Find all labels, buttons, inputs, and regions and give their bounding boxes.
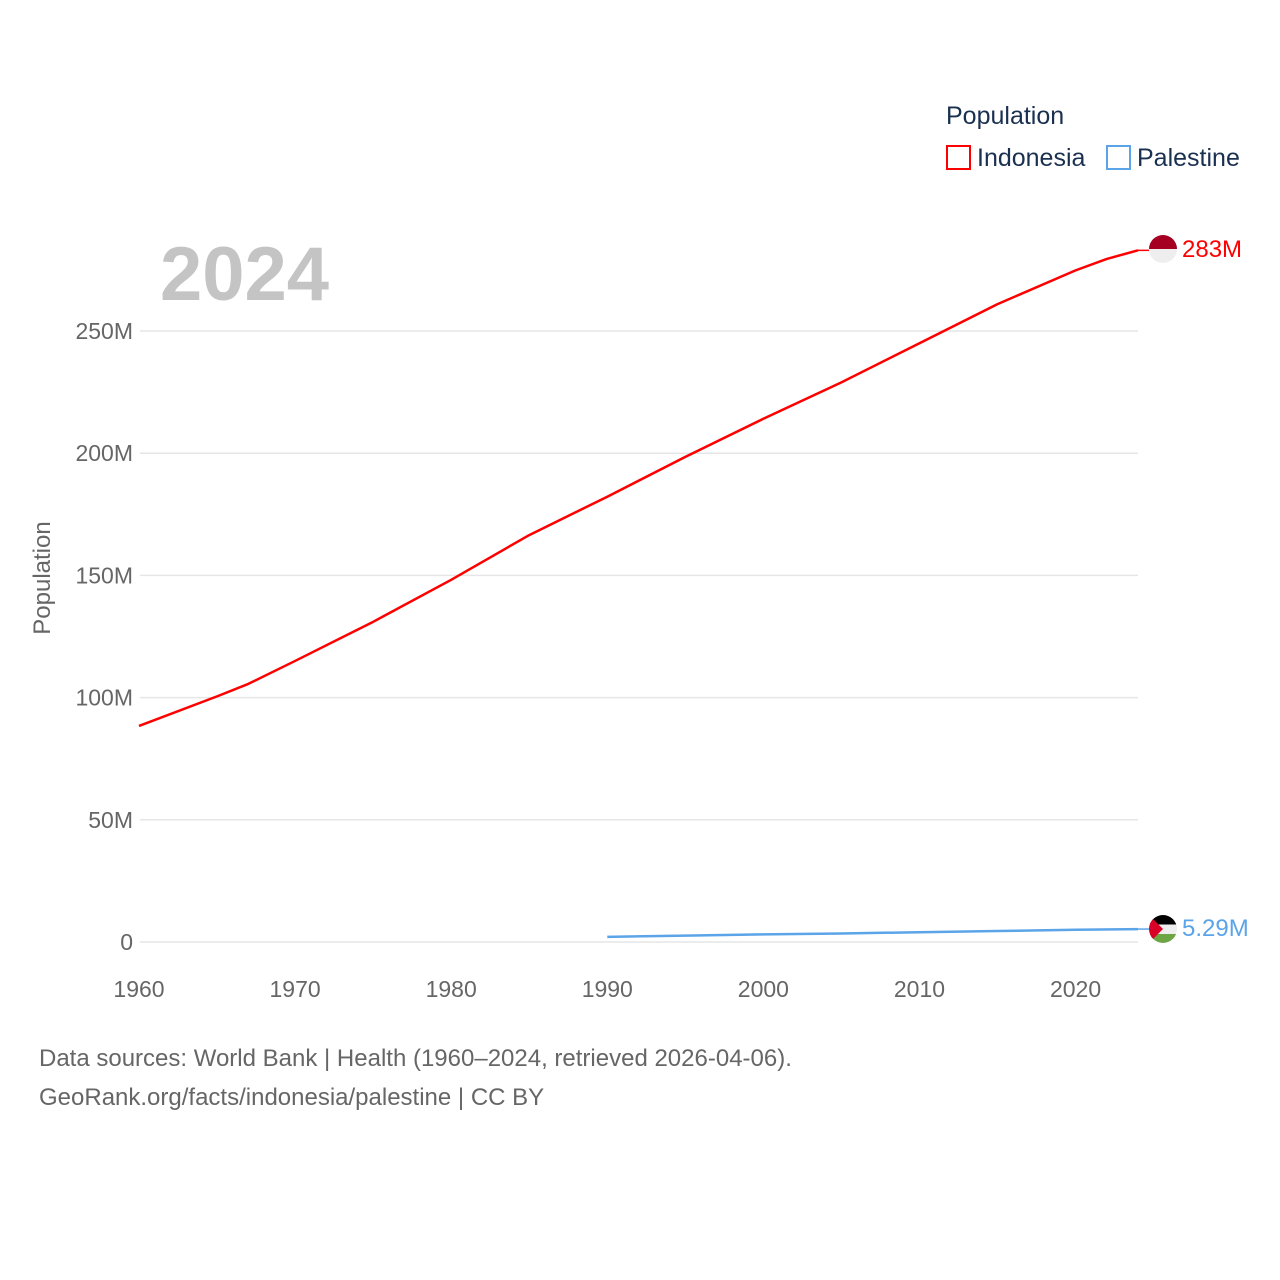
y-tick-label: 50M <box>88 807 133 833</box>
y-tick-label: 0 <box>120 929 133 955</box>
y-tick-label: 200M <box>75 440 133 466</box>
y-tick-label: 250M <box>75 318 133 344</box>
legend-label-indonesia[interactable]: Indonesia <box>977 144 1086 172</box>
x-tick-label: 1960 <box>113 976 164 1002</box>
y-tick-label: 100M <box>75 685 133 711</box>
series-line-palestine[interactable] <box>607 927 1139 939</box>
legend: Population Indonesia Palestine <box>946 102 1240 172</box>
palestine-flag-icon <box>1149 915 1177 943</box>
year-watermark: 2024 <box>160 232 329 317</box>
indonesia-flag-icon <box>1149 235 1177 263</box>
legend-swatch-indonesia[interactable] <box>946 145 971 170</box>
footer-sources: Data sources: World Bank | Health (1960–… <box>39 1045 792 1072</box>
footer-attribution[interactable]: GeoRank.org/facts/indonesia/palestine | … <box>39 1084 545 1111</box>
legend-label-palestine[interactable]: Palestine <box>1137 144 1240 172</box>
x-tick-label: 1990 <box>582 976 633 1002</box>
x-tick-label: 1970 <box>270 976 321 1002</box>
y-tick-label: 150M <box>75 562 133 588</box>
end-label-indonesia: 283M <box>1182 236 1242 263</box>
x-tick-label: 1980 <box>426 976 477 1002</box>
series-line-indonesia[interactable] <box>138 249 1139 728</box>
x-tick-label: 2010 <box>894 976 945 1002</box>
legend-swatch-palestine[interactable] <box>1106 145 1131 170</box>
legend-title: Population <box>946 102 1064 130</box>
x-tick-label: 2000 <box>738 976 789 1002</box>
end-label-palestine: 5.29M <box>1182 915 1249 942</box>
y-axis-label: Population <box>29 521 56 634</box>
x-tick-label: 2020 <box>1050 976 1101 1002</box>
